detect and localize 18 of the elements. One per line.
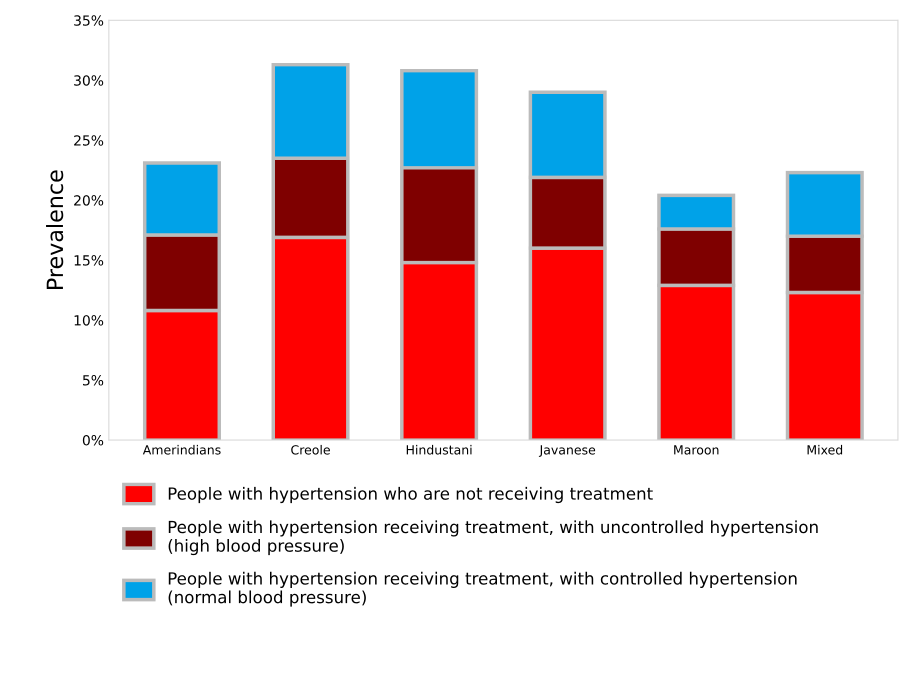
legend-label: People with hypertension receiving treatment, with controlled hypertension (normal blood pressure): [168, 572, 797, 607]
x-tick-label: Hindustani: [406, 444, 472, 455]
y-tick-label: 30%: [74, 75, 104, 86]
x-tick-label: Creole: [291, 444, 330, 455]
x-tick-label: Javanese: [538, 445, 596, 457]
y-axis-title: Prevalence: [46, 170, 64, 289]
y-tick-label: 10%: [74, 315, 104, 326]
y-tick-label: 35%: [74, 15, 104, 26]
legend-label: People with hypertension who are not receiving treatment: [168, 486, 653, 504]
y-tick-label: 20%: [74, 195, 104, 206]
y-tick-label: 25%: [74, 135, 104, 146]
x-tick-label: Mixed: [808, 444, 842, 455]
x-tick-label: Maroon: [674, 445, 718, 455]
y-tick-label: 0%: [82, 435, 104, 446]
y-tick-label: 5%: [83, 375, 104, 386]
legend-label: People with hypertension receiving treatment, with uncontrolled hypertension (high blood pressure): [168, 520, 818, 556]
x-tick-label: Amerindians: [142, 444, 221, 455]
y-tick-label: 15%: [74, 255, 104, 266]
